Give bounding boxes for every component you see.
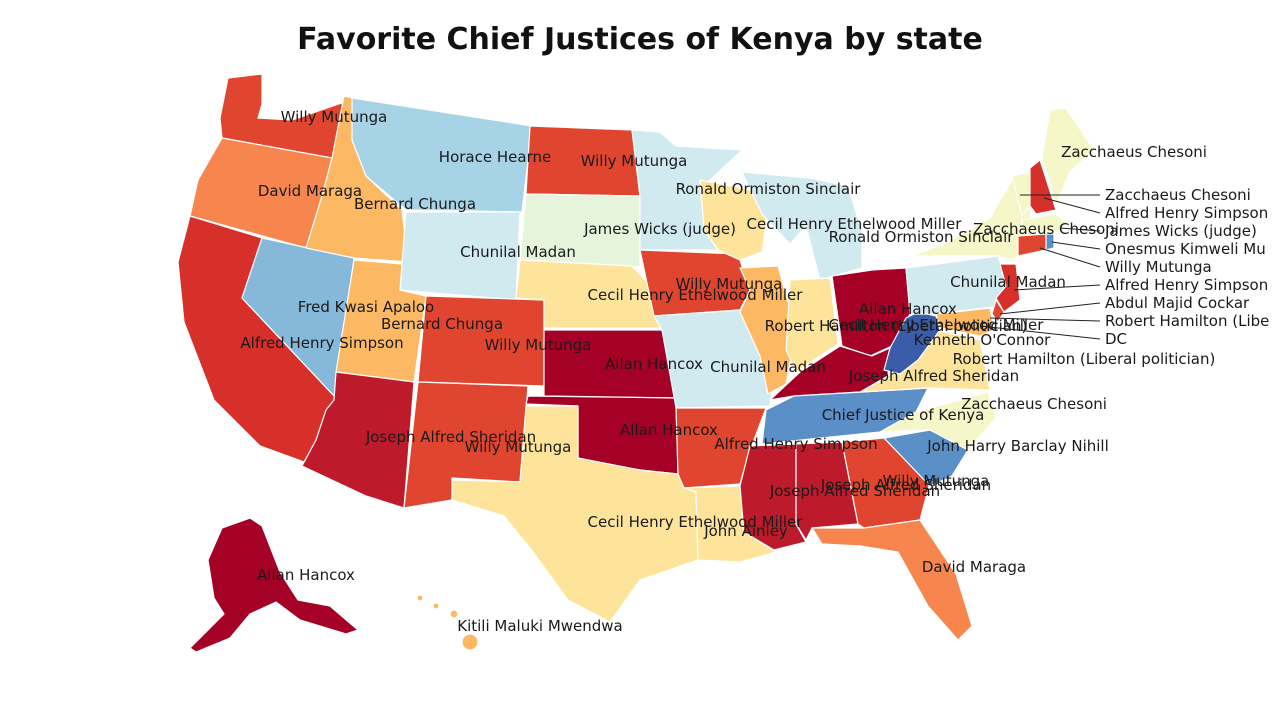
- hi-island-1: [416, 594, 424, 602]
- label-mi: Ronald Ormiston Sinclair: [829, 228, 1015, 246]
- state-hi[interactable]: [416, 594, 479, 651]
- callout-line-dc: [979, 325, 1101, 340]
- map-title: Favorite Chief Justices of Kenya by stat…: [297, 22, 983, 57]
- label-tx: Cecil Henry Ethelwood Miller: [588, 513, 804, 531]
- callout-label-nh: Alfred Henry Simpson: [1105, 204, 1268, 222]
- callout-line-ri: [1051, 241, 1101, 250]
- label-ak: Allan Hancox: [257, 566, 355, 584]
- state-me[interactable]: [1041, 107, 1095, 205]
- callout-label-nj: Alfred Henry Simpson: [1105, 276, 1268, 294]
- callout-line-md: [989, 317, 1101, 322]
- state-mi[interactable]: [741, 171, 863, 281]
- callout-label-ma: James Wicks (judge): [1104, 222, 1257, 240]
- label-ga2: Joseph Alfred Sheridan: [820, 476, 991, 494]
- label-ky: Joseph Alfred Sheridan: [848, 367, 1019, 385]
- state-ma[interactable]: [1021, 213, 1067, 233]
- label-ny: Zacchaeus Chesoni: [973, 220, 1119, 238]
- state-ne[interactable]: [515, 259, 663, 329]
- callout-labels-layer: Zacchaeus Chesoni Alfred Henry Simpson J…: [1104, 186, 1269, 348]
- label-ar: Alfred Henry Simpson: [714, 435, 877, 453]
- callout-line-de: [999, 302, 1101, 315]
- state-tx[interactable]: [451, 405, 699, 623]
- label-wv: Kenneth O'Connor: [914, 331, 1051, 349]
- callout-label-de: Abdul Majid Cockar: [1105, 294, 1250, 312]
- state-sc[interactable]: [883, 429, 969, 487]
- label-la: John Ainley: [703, 522, 788, 540]
- hi-island-3: [449, 609, 459, 619]
- label-ks: Allan Hancox: [605, 355, 703, 373]
- label-ms: Joseph Alfred Sheridan: [769, 482, 940, 500]
- label-nc: Zacchaeus Chesoni: [961, 395, 1107, 413]
- label-ga: Willy Mutunga: [883, 472, 990, 490]
- label-pa: Chunilal Madan: [950, 273, 1066, 291]
- label-ia: Willy Mutunga: [676, 275, 783, 293]
- state-in[interactable]: [785, 277, 839, 373]
- label-fl: David Maraga: [922, 558, 1026, 576]
- state-va[interactable]: [861, 329, 991, 393]
- label-ne: Cecil Henry Ethelwood Miller: [588, 286, 804, 304]
- callout-line-ma: [1059, 227, 1101, 232]
- callout-label-vt: Zacchaeus Chesoni: [1105, 186, 1251, 204]
- state-wv[interactable]: [883, 311, 941, 375]
- state-sd[interactable]: [519, 193, 641, 269]
- state-nc[interactable]: [879, 391, 997, 451]
- callout-label-dc: DC: [1105, 330, 1127, 348]
- label-oh: Allan Hancox: [859, 300, 957, 318]
- state-ak[interactable]: [189, 517, 359, 653]
- label-nv: Fred Kwasi Apaloo: [298, 298, 434, 316]
- label-az: Joseph Alfred Sheridan: [365, 428, 536, 446]
- label-nm: Willy Mutunga: [465, 438, 572, 456]
- callout-label-md: Robert Hamilton (Libe: [1105, 312, 1269, 330]
- label-wy: Chunilal Madan: [460, 243, 576, 261]
- label-ok: Allan Hancox: [620, 421, 718, 439]
- label-id: Bernard Chunga: [354, 195, 476, 213]
- states-layer: [177, 73, 1095, 653]
- label-co: Willy Mutunga: [485, 336, 592, 354]
- label-sd: James Wicks (judge): [583, 220, 736, 238]
- hi-island-4: [461, 633, 479, 651]
- labels-layer: Willy Mutunga Horace Hearne Willy Mutung…: [240, 108, 1215, 635]
- label-sc: John Harry Barclay Nihill: [926, 437, 1109, 455]
- state-de[interactable]: [991, 299, 1005, 323]
- state-tn[interactable]: [761, 387, 929, 445]
- callout-line-nj: [1013, 284, 1101, 291]
- state-nh[interactable]: [1029, 159, 1057, 215]
- label-il: Robert Hamilton (Liberal politician): [765, 317, 1028, 335]
- state-fl[interactable]: [811, 519, 973, 641]
- state-il[interactable]: [739, 265, 797, 395]
- state-md[interactable]: [935, 307, 995, 337]
- label-hi: Kitili Maluki Mwendwa: [457, 617, 623, 635]
- hi-island-2: [432, 602, 440, 610]
- label-me: Zacchaeus Chesoni: [1061, 143, 1207, 161]
- label-in: Cecil Henry Ethelwood Miller: [829, 316, 1045, 334]
- state-nm[interactable]: [403, 381, 529, 509]
- label-ca: Alfred Henry Simpson: [240, 334, 403, 352]
- label-or: David Maraga: [258, 182, 362, 200]
- label-va: Robert Hamilton (Liberal politician): [953, 350, 1216, 368]
- callout-lines-layer: [979, 194, 1101, 340]
- state-az[interactable]: [301, 371, 415, 509]
- label-wa: Willy Mutunga: [281, 108, 388, 126]
- label-mn: Ronald Ormiston Sinclair: [676, 180, 862, 198]
- label-mo: Chunilal Madan: [710, 358, 826, 376]
- label-tn: Chief Justice of Kenya: [822, 406, 985, 424]
- label-ut: Bernard Chunga: [381, 315, 503, 333]
- callout-label-ct: Willy Mutunga: [1105, 258, 1212, 276]
- state-ri[interactable]: [1045, 233, 1055, 251]
- label-mt: Horace Hearne: [439, 148, 551, 166]
- callout-line-nh: [1043, 197, 1101, 214]
- callout-line-ct: [1039, 247, 1101, 268]
- state-wi[interactable]: [699, 179, 771, 261]
- callout-label-ri: Onesmus Kimweli Mu: [1105, 240, 1266, 258]
- label-nd: Willy Mutunga: [581, 152, 688, 170]
- label-wi: Cecil Henry Ethelwood Miller: [747, 215, 963, 233]
